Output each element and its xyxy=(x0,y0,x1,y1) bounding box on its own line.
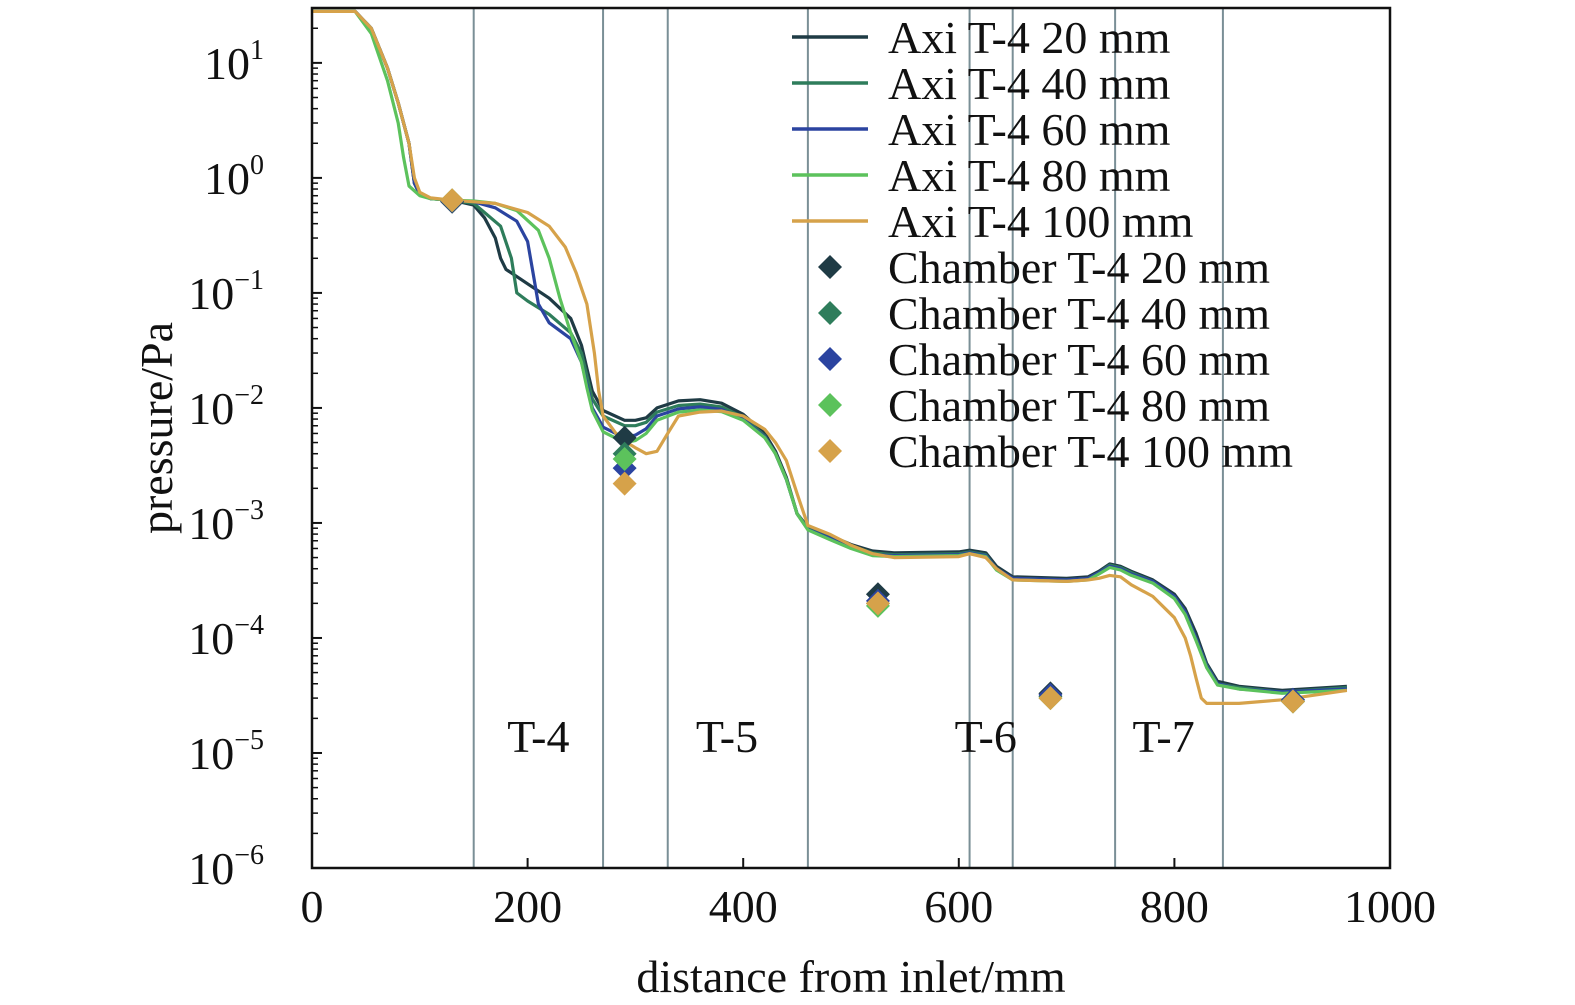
y-tick-exponent: 1 xyxy=(250,35,264,66)
x-tick-label: 0 xyxy=(301,881,324,932)
y-tick-exponent: −4 xyxy=(234,610,264,641)
y-tick-base: 10 xyxy=(188,498,234,549)
x-tick-label: 200 xyxy=(493,881,562,932)
y-tick-label: 100 xyxy=(204,150,264,204)
legend-diamond-swatch xyxy=(818,255,842,279)
legend-label: Chamber T-4 40 mm xyxy=(888,288,1270,339)
legend-label: Axi T-4 20 mm xyxy=(888,12,1171,63)
chamber-point xyxy=(612,446,637,471)
y-tick-label: 10−4 xyxy=(188,610,264,664)
legend-diamond-swatch xyxy=(818,347,842,371)
region-label: T-6 xyxy=(955,711,1017,762)
y-tick-base: 10 xyxy=(188,728,234,779)
plot-frame xyxy=(310,6,1392,870)
y-tick-base: 10 xyxy=(188,383,234,434)
legend-label: Axi T-4 60 mm xyxy=(888,104,1171,155)
y-tick-base: 10 xyxy=(204,153,250,204)
y-tick-label: 101 xyxy=(204,35,264,89)
chamber-points xyxy=(440,188,1305,714)
region-boundary-lines xyxy=(472,8,1224,868)
chamber-point xyxy=(612,471,637,496)
legend-label: Axi T-4 40 mm xyxy=(888,58,1171,109)
legend-label: Chamber T-4 80 mm xyxy=(888,380,1270,431)
y-tick-label: 10−3 xyxy=(188,495,264,549)
legend-diamond-swatch xyxy=(818,301,842,325)
y-tick-exponent: −6 xyxy=(234,840,264,871)
legend-label: Axi T-4 80 mm xyxy=(888,150,1171,201)
y-tick-label: 10−5 xyxy=(188,725,264,779)
y-tick-exponent: −5 xyxy=(234,725,264,756)
chamber-point xyxy=(612,425,637,450)
x-tick-label: 1000 xyxy=(1344,881,1436,932)
region-label: T-7 xyxy=(1133,711,1195,762)
y-tick-base: 10 xyxy=(188,268,234,319)
legend-label: Chamber T-4 20 mm xyxy=(888,242,1270,293)
y-tick-exponent: −1 xyxy=(234,265,264,296)
y-tick-base: 10 xyxy=(188,843,234,894)
y-tick-base: 10 xyxy=(204,38,250,89)
legend-label: Chamber T-4 60 mm xyxy=(888,334,1270,385)
x-tick-label: 800 xyxy=(1140,881,1209,932)
legend-diamond-swatch xyxy=(818,439,842,463)
y-tick-exponent: 0 xyxy=(250,150,264,181)
region-label: T-4 xyxy=(507,711,569,762)
y-tick-exponent: −2 xyxy=(234,380,264,411)
x-tick-label: 400 xyxy=(709,881,778,932)
y-axis-label: pressure/Pa xyxy=(131,322,182,534)
legend-diamond-swatch xyxy=(818,393,842,417)
x-axis-ticks: 0 200 400 600 800 1000 xyxy=(301,858,1436,932)
chamber-point xyxy=(440,188,465,213)
chamber-point xyxy=(1038,686,1063,711)
region-label: T-5 xyxy=(696,711,758,762)
chamber-point xyxy=(865,591,890,616)
y-tick-label: 10−6 xyxy=(188,840,264,894)
legend-label: Axi T-4 100 mm xyxy=(888,196,1194,247)
region-labels: T-4 T-5 T-6 T-7 xyxy=(507,711,1194,762)
y-tick-label: 10−2 xyxy=(188,380,264,434)
x-tick-label: 600 xyxy=(924,881,993,932)
series-line xyxy=(312,9,1348,705)
y-tick-exponent: −3 xyxy=(234,495,264,526)
x-axis-label: distance from inlet/mm xyxy=(636,951,1065,1002)
legend-label: Chamber T-4 100 mm xyxy=(888,426,1293,477)
y-tick-base: 10 xyxy=(188,613,234,664)
y-tick-label: 10−1 xyxy=(188,265,264,319)
chamber-point xyxy=(1280,689,1305,714)
